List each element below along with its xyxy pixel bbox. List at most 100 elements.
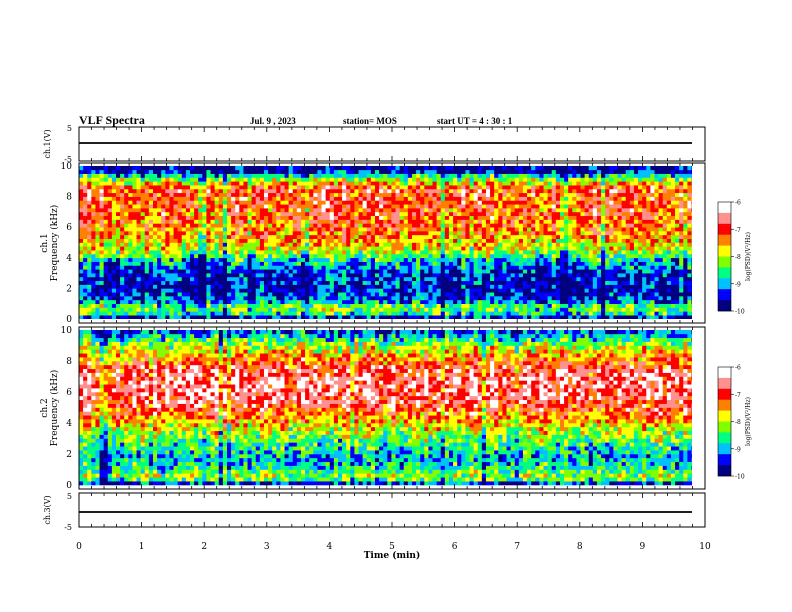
spectrogram-cell [214, 234, 220, 239]
spectrogram-cell [572, 169, 577, 174]
spectrogram-cell [288, 231, 294, 236]
spectrogram-cell [165, 253, 170, 259]
spectrogram-cell [95, 204, 100, 209]
spectrogram-cell [116, 284, 121, 289]
spectrogram-cell [309, 253, 314, 259]
spectrogram-cell [247, 292, 252, 297]
spectrogram-cell [436, 231, 442, 236]
spectrogram-cell [292, 250, 298, 255]
spectrogram-cell [547, 257, 553, 262]
spectrogram-cell [477, 231, 483, 236]
spectrogram-cell [461, 246, 466, 251]
spectrogram-cell [350, 253, 355, 259]
spectrogram-cell [247, 299, 252, 305]
spectrogram-cell [535, 204, 540, 209]
spectrogram-cell [551, 269, 557, 274]
spectrogram-cell [333, 208, 339, 213]
spectrogram-cell [152, 276, 158, 282]
spectrogram-cell [309, 196, 314, 201]
spectrogram-cell [99, 215, 104, 220]
spectrogram-cell [510, 299, 516, 305]
spectrogram-cell [342, 238, 347, 243]
spectrogram-cell [440, 307, 446, 312]
spectrogram-cell [247, 307, 252, 312]
spectrogram-cell [284, 185, 289, 190]
spectrogram-cell [485, 242, 491, 247]
spectrogram-cell [391, 250, 396, 255]
spectrogram-cell [403, 269, 409, 274]
spectrogram-cell [547, 219, 553, 224]
spectrogram-cell [169, 265, 174, 270]
spectrogram-cell [157, 257, 162, 262]
spectrogram-cell [465, 196, 470, 201]
spectrogram-cell [506, 231, 511, 236]
spectrogram-cell [555, 296, 561, 301]
spectrogram-cell [564, 292, 569, 297]
spectrogram-cell [564, 227, 569, 232]
spectrogram-cell [226, 223, 232, 228]
spectrogram-cell [132, 173, 137, 178]
spectrogram-cell [292, 265, 298, 270]
spectrogram-cell [202, 200, 207, 205]
spectrogram-cell [222, 311, 228, 316]
spectrogram-cell [535, 166, 540, 171]
spectrogram-cell [391, 234, 396, 239]
spectrogram-cell [136, 223, 141, 228]
spectrogram-cell [407, 192, 413, 197]
spectrogram-cell [333, 288, 339, 293]
spectrogram-cell [136, 276, 141, 282]
spectrogram-cell [448, 192, 454, 197]
spectrogram-cell [251, 242, 257, 247]
spectrogram-cell [527, 292, 532, 297]
spectrogram-cell [485, 234, 491, 239]
spectrogram-cell [564, 303, 569, 308]
spectrogram-cell [506, 307, 511, 312]
spectrogram-cell [99, 288, 104, 293]
spectrogram-cell [268, 253, 273, 259]
spectrogram-cell [506, 200, 511, 205]
spectrogram-cell [309, 173, 314, 178]
spectrogram-cell [428, 238, 433, 243]
spectrogram-cell [572, 200, 577, 205]
spectrogram-cell [527, 166, 532, 171]
spectrogram-cell [572, 276, 577, 282]
spectrogram-cell [189, 181, 195, 186]
spectrogram-cell [350, 311, 355, 316]
spectrogram-cell [218, 269, 224, 274]
spectrogram-cell [87, 192, 92, 197]
spectrogram-cell [342, 231, 347, 236]
spectrogram-cell [251, 219, 257, 224]
spectrogram-cell [481, 211, 487, 217]
spectrogram-cell [157, 196, 162, 201]
spectrogram-cell [453, 269, 458, 274]
spectrogram-cell [350, 296, 355, 301]
spectrogram-cell [403, 273, 409, 278]
spectrogram-cell [379, 276, 384, 282]
spectrogram-cell [263, 315, 269, 319]
spectrogram-cell [403, 261, 409, 266]
spectrogram-cell [194, 185, 199, 190]
spectrogram-cell [485, 303, 491, 308]
spectrogram-cell [358, 250, 363, 255]
spectrogram-cell [296, 188, 302, 194]
spectrogram-cell [276, 315, 281, 319]
spectrogram-cell [453, 185, 458, 190]
spectrogram-cell [366, 227, 372, 232]
spectrogram-cell [305, 208, 310, 213]
spectrogram-cell [387, 219, 392, 224]
spectrogram-cell [531, 284, 536, 289]
spectrogram-cell [91, 234, 96, 239]
spectrogram-cell [317, 299, 322, 305]
spectrogram-cell [572, 284, 577, 289]
spectrogram-cell [251, 253, 257, 259]
spectrogram-cell [292, 238, 298, 243]
spectrogram-cell [198, 250, 203, 255]
spectrogram-cell [243, 269, 248, 274]
spectrogram-cell [255, 303, 261, 308]
spectrogram-cell [379, 307, 384, 312]
spectrogram-cell [461, 181, 466, 186]
spectrogram-cell [498, 296, 503, 301]
spectrogram-cell [194, 169, 199, 174]
spectrogram-cell [481, 223, 487, 228]
spectrogram-cell [514, 192, 520, 197]
